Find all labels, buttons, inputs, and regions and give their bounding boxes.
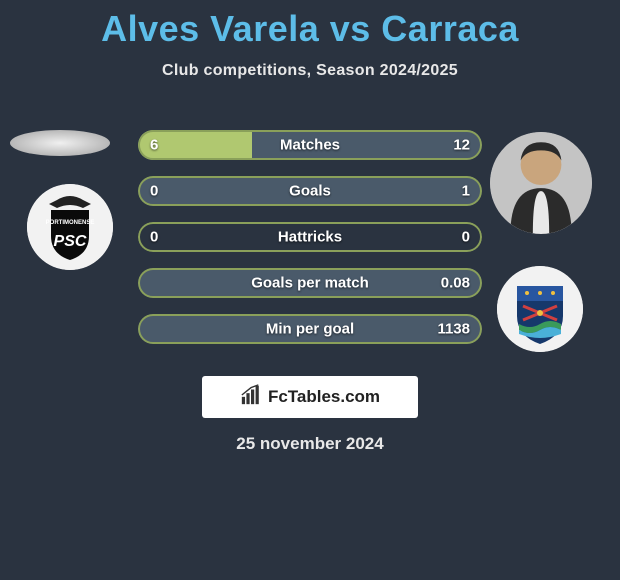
stat-left-value: 0 [150, 229, 158, 246]
stat-label: Matches [280, 137, 340, 154]
stat-label: Goals [289, 183, 331, 200]
branding-text: FcTables.com [268, 387, 380, 407]
stat-row: Goals per match 0.08 [138, 268, 482, 298]
player-right-photo [490, 132, 592, 234]
stat-right-value: 0.08 [441, 275, 470, 292]
stat-right-value: 12 [453, 137, 470, 154]
club-left-badge: PORTIMONENSE PSC [27, 184, 113, 270]
stat-right-value: 1 [462, 183, 470, 200]
stat-row: Min per goal 1138 [138, 314, 482, 344]
comparison-area: PORTIMONENSE PSC 6 Matches 12 0 Goals 1 0 Hattr… [0, 108, 620, 368]
club-right-badge [497, 266, 583, 352]
subtitle: Club competitions, Season 2024/2025 [0, 62, 620, 80]
svg-text:PORTIMONENSE: PORTIMONENSE [46, 220, 95, 226]
stat-left-value: 0 [150, 183, 158, 200]
stat-row: 0 Goals 1 [138, 176, 482, 206]
stat-row: 6 Matches 12 [138, 130, 482, 160]
stat-label: Hattricks [278, 229, 342, 246]
stat-label: Min per goal [266, 321, 354, 338]
branding-badge: FcTables.com [202, 376, 418, 418]
date-label: 25 november 2024 [0, 434, 620, 454]
stat-label: Goals per match [251, 275, 369, 292]
chart-icon [240, 384, 262, 411]
stat-right-value: 1138 [437, 321, 470, 338]
stats-container: 6 Matches 12 0 Goals 1 0 Hattricks 0 Goals per ma… [138, 130, 482, 360]
stat-right-value: 0 [462, 229, 470, 246]
page-title: Alves Varela vs Carraca [0, 0, 620, 50]
player-left-photo [10, 130, 110, 156]
stat-left-value: 6 [150, 137, 158, 154]
svg-text:PSC: PSC [54, 233, 87, 250]
stat-row: 0 Hattricks 0 [138, 222, 482, 252]
